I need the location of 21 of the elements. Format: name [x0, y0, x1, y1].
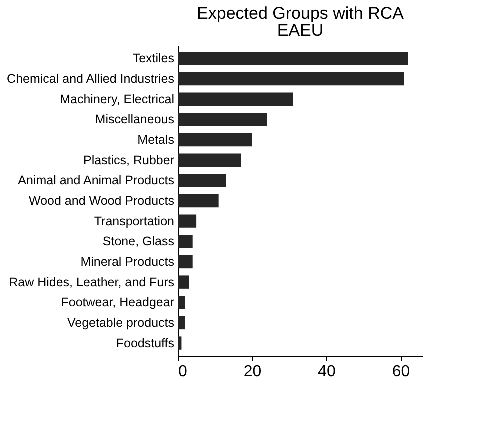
y-tick-label: Chemical and Allied Industries — [7, 72, 174, 86]
y-tick-label: Textiles — [132, 52, 174, 66]
y-tick-label: Machinery, Electrical — [60, 92, 174, 106]
x-tick-label: 20 — [244, 364, 262, 380]
x-tick-label: 40 — [318, 364, 336, 380]
y-tick-label: Stone, Glass — [102, 234, 174, 249]
y-tick-label: Foodstuffs — [116, 336, 174, 350]
y-tick-label: Animal and Animal Products — [18, 174, 174, 188]
x-tick-label: 0 — [178, 364, 188, 380]
y-tick-label: Vegetable products — [67, 316, 174, 330]
y-tick-label: Metals — [138, 133, 174, 148]
y-tick-label: Plastics, Rubber — [83, 153, 174, 168]
y-tick-label: Raw Hides, Leather, and Furs — [9, 275, 174, 290]
y-tick-label: Wood and Wood Products — [29, 194, 174, 208]
x-tick-label: 60 — [392, 364, 410, 380]
chart-title: Expected Groups with RCA — [197, 4, 405, 23]
chart-subtitle: EAEU — [277, 21, 324, 40]
y-tick-label: Miscellaneous — [95, 112, 174, 127]
y-tick-label: Transportation — [94, 214, 175, 228]
y-tick-label: Footwear, Headgear — [61, 296, 174, 310]
y-tick-label: Mineral Products — [80, 254, 174, 269]
